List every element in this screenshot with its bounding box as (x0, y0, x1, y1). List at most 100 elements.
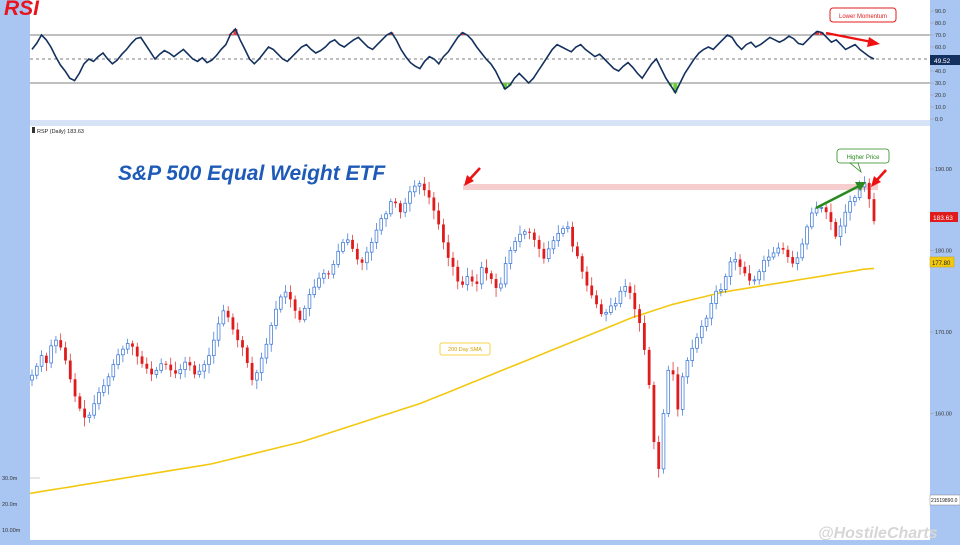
sma-200-line (29, 267, 875, 495)
candle-body-up (719, 289, 723, 292)
price-panel (30, 126, 930, 540)
rsi-panel (30, 0, 930, 120)
candle-body-up (508, 250, 513, 264)
candle-body-up (279, 296, 283, 310)
candle-body-up (212, 339, 216, 356)
candle-body-up (264, 343, 269, 359)
candle-body-up (178, 369, 183, 374)
candle-body-up (369, 242, 374, 253)
price-current-label: 183.63 (933, 215, 953, 222)
price-tick-label-3: 160.00 (935, 412, 952, 418)
candle-body-up (523, 231, 527, 235)
candle-body-up (776, 247, 781, 254)
sma-current-tag (929, 256, 955, 268)
candle-body-up (843, 211, 848, 227)
candle-body-down (327, 273, 331, 275)
candle-body-up (810, 212, 814, 228)
candle-body-down (470, 276, 474, 282)
candle-body-down (451, 257, 455, 267)
candle-body-up (312, 286, 317, 295)
sma-annotation-box (439, 342, 491, 356)
candle-body-up (269, 325, 273, 345)
higher-price-box (836, 148, 890, 164)
rsi-divergence-arrow (825, 31, 873, 44)
rsi-overbought-fill (819, 32, 824, 35)
candle-body-up (102, 385, 106, 393)
candle-body-up (346, 239, 350, 243)
candle-body-up (412, 185, 417, 193)
rsi-arrow-head (867, 37, 880, 47)
candle-body-up (389, 201, 393, 215)
candle-body-down (638, 309, 641, 324)
candle-body-down (475, 281, 479, 284)
candle-body-up (853, 197, 857, 202)
candle-body-up (154, 369, 159, 375)
rsi-overbought-fill (815, 31, 820, 35)
candle-body-down (580, 256, 584, 272)
candle-body-up (690, 347, 694, 361)
candle-body-up (604, 312, 608, 315)
candle-body-down (140, 356, 144, 364)
candle-body-up (685, 360, 690, 378)
rsi-tick-label-9: 0.0 (935, 117, 943, 123)
candle-body-down (671, 370, 675, 375)
candle-body-down (169, 364, 173, 371)
candle-body-down (628, 286, 632, 293)
candle-body-up (479, 267, 484, 285)
candle-body-up (556, 233, 560, 242)
candle-body-down (83, 408, 87, 418)
candle-body-up (546, 248, 551, 259)
candle-body-up (551, 240, 556, 250)
candle-body-down (781, 248, 785, 250)
price-tick-label-0: 190.00 (935, 167, 952, 173)
candle-body-up (365, 251, 369, 264)
candle-body-down (437, 210, 441, 225)
candle-body-down (542, 248, 546, 259)
candle-body-up (805, 226, 809, 245)
candle-body-down (422, 183, 426, 191)
candle-body-down (236, 329, 240, 341)
candle-body-up (503, 263, 508, 285)
candle-body-up (97, 391, 101, 405)
candle-body-down (748, 273, 752, 281)
candle-body-up (116, 354, 120, 365)
candle-body-up (106, 376, 111, 387)
rsi-tick-label-3: 60.0 (935, 45, 946, 51)
candle-body-up (714, 290, 718, 304)
rsi-tick-label-6: 30.0 (935, 81, 946, 87)
higher-price-pointer (848, 162, 862, 174)
rsi-tick-label-0: 90.0 (935, 9, 946, 15)
candle-body-down (427, 190, 431, 198)
candle-body-up (336, 250, 340, 265)
candle-body-up (183, 361, 187, 370)
candle-body-up (618, 290, 623, 304)
candle-body-down (59, 340, 63, 348)
volume-tick-label-0: 30.0m (2, 476, 18, 482)
candle-body-up (680, 376, 685, 410)
candle-body-up (561, 228, 565, 234)
candle-body-up (728, 261, 733, 277)
candle-body-down (647, 349, 651, 385)
rsi-axis: 90.080.070.060.050.040.030.020.010.00.0 (930, 9, 946, 123)
candle-body-down (642, 323, 646, 350)
rsi-tick-label-1: 80.0 (935, 21, 946, 27)
candle-body-down (44, 355, 48, 363)
candle-body-up (661, 413, 666, 470)
volume-current-label: 21519890.0 (931, 498, 958, 504)
rsi-oversold-fill (503, 83, 508, 89)
candle-body-down (150, 368, 154, 375)
candle-body-down (351, 239, 354, 249)
candle-body-up (379, 218, 383, 231)
rsi-tick-label-5: 40.0 (935, 69, 946, 75)
candle-body-up (35, 365, 39, 376)
candle-body-down (599, 304, 603, 315)
price-current-tag (930, 212, 958, 222)
candle-body-up (408, 191, 412, 204)
candle-body-down (64, 347, 67, 361)
candle-body-down (355, 248, 359, 260)
candle-body-down (652, 384, 656, 443)
chart-title: S&P 500 Equal Weight ETF (118, 162, 386, 185)
price-tick-label-2: 170.00 (935, 330, 952, 336)
sma-current-label: 177.80 (932, 261, 951, 267)
candle-body-up (518, 233, 522, 242)
